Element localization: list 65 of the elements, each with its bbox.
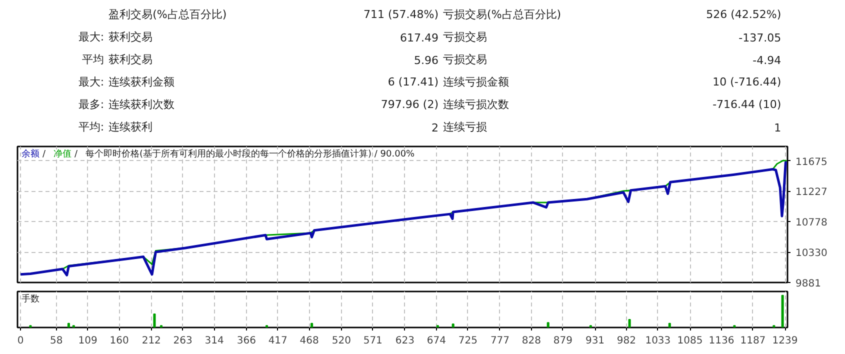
x-tick-label: 520 [332,336,351,346]
x-tick-label: 725 [458,336,478,346]
annotation: / [74,150,78,160]
text: -716.44 (10) [712,98,782,111]
text: 711 (57.48%) [363,8,439,21]
text: 617.49 [400,32,439,44]
x-tick-label: 417 [268,336,288,346]
x-tick-label: 58 [50,336,63,346]
text: 亏损交易 [443,53,488,66]
annotation: / [42,150,46,160]
y-tick-label: 9881 [796,278,821,290]
text: 获利交易 [108,30,153,44]
text: 1 [774,122,782,134]
text: 连续亏损 [443,120,488,134]
text: 平均: [78,120,104,134]
chart-title: 手数 [22,294,40,304]
x-tick-label: 777 [490,336,510,346]
x-tick-label: 571 [363,336,382,346]
y-tick-label: 10778 [796,218,828,229]
x-tick-label: 1033 [645,336,671,346]
text: 797.96 (2) [380,98,439,111]
text: 余额 [22,148,40,160]
x-tick-label: 1187 [740,336,766,346]
y-tick-label: 10330 [796,248,828,260]
x-tick-label: 931 [585,336,605,346]
text: 连续获利 [108,120,153,134]
text: 6 (17.41) [388,76,439,88]
x-tick-label: 314 [204,336,224,346]
x-tick-label: 828 [522,336,541,346]
x-tick-label: 212 [142,336,161,346]
text: 亏损交易(%占总百分比) [443,8,562,21]
text: 10 (-716.44) [712,76,782,88]
x-tick-label: 1239 [772,336,798,346]
x-tick-label: 982 [616,336,636,346]
chart-title: 每个即时价格(基于所有可利用的最小时段的每一个价格的分形插值计算) / 90.00% [86,148,416,160]
x-tick-label: 1136 [708,336,734,346]
x-tick-label: 0 [17,336,24,346]
text: -137.05 [738,32,782,44]
text: 最大: [78,76,104,88]
text: 最多: [78,98,104,111]
x-tick-label: 366 [236,336,256,346]
x-tick-label: 1085 [677,336,703,346]
x-tick-label: 263 [173,336,192,346]
text: 平均 [82,53,104,66]
y-tick-label: 11227 [796,187,828,198]
text: 连续亏损金额 [443,76,510,88]
text: 净值 [54,148,72,160]
x-tick-label: 623 [395,336,415,346]
x-tick-label: 879 [553,336,572,346]
x-tick-label: 160 [110,336,129,346]
y-tick-label: 11675 [796,156,828,168]
x-tick-label: 468 [300,336,319,346]
text: 连续获利次数 [108,98,175,111]
text: 526 (42.52%) [706,8,782,21]
text: 5.96 [414,54,438,67]
text: 连续获利金额 [108,76,175,88]
text: 获利交易 [108,53,153,66]
text: 2 [431,122,438,134]
text: -4.94 [752,54,782,67]
text: 亏损交易 [443,30,488,44]
x-tick-label: 674 [426,336,446,346]
x-tick-label: 109 [78,336,98,346]
text: 盈利交易(%占总百分比) [108,8,227,21]
text: 最大: [78,30,104,44]
text: 连续亏损次数 [443,98,510,111]
